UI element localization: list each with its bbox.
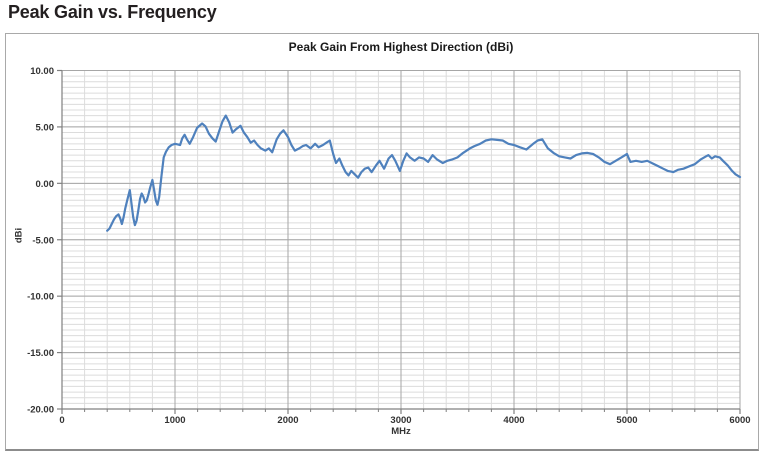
gain-series-line: [106, 114, 742, 232]
chart-figure: [5, 33, 759, 451]
tick-label: 3000: [390, 415, 411, 426]
tick-label: 1000: [164, 415, 185, 426]
x-axis-label: MHz: [391, 426, 411, 437]
chart-title: Peak Gain From Highest Direction (dBi): [288, 40, 514, 54]
tick-label: 4000: [503, 415, 524, 426]
tick-label: 0.00: [36, 179, 55, 190]
tick-label: -15.00: [27, 348, 54, 359]
tick-label: 6000: [729, 415, 750, 426]
page-title: Peak Gain vs. Frequency: [8, 2, 217, 22]
y-axis-label: dBi: [13, 227, 25, 244]
tick-label: -20.00: [27, 405, 54, 416]
tick-label: 2000: [277, 415, 298, 426]
tick-label: 5.00: [36, 122, 55, 133]
tick-label: 5000: [616, 415, 637, 426]
tick-label: 10.00: [30, 66, 54, 77]
tick-label: -10.00: [27, 292, 54, 303]
tick-label: -5.00: [32, 235, 54, 246]
tick-label: 0: [59, 415, 64, 426]
